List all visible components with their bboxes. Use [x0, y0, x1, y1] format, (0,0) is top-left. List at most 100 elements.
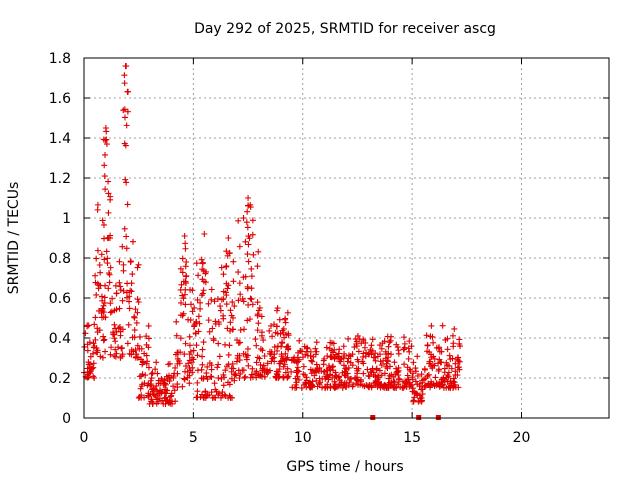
data-point — [395, 381, 402, 388]
data-point — [182, 363, 189, 370]
data-point — [406, 338, 413, 345]
data-point — [252, 336, 259, 343]
data-point — [248, 296, 255, 303]
data-point — [456, 366, 463, 373]
data-point — [194, 352, 201, 359]
data-point — [181, 375, 188, 382]
data-point — [240, 367, 247, 374]
data-point — [255, 320, 262, 327]
data-point — [104, 255, 111, 262]
data-point — [336, 381, 343, 388]
data-point — [393, 341, 400, 348]
data-point — [106, 271, 113, 278]
data-point — [418, 371, 425, 378]
data-point — [326, 372, 333, 379]
data-point — [93, 255, 100, 262]
data-point — [199, 361, 206, 368]
data-point — [421, 384, 428, 391]
data-point — [229, 360, 236, 367]
data-point — [204, 363, 211, 370]
data-point — [378, 345, 385, 352]
data-point — [421, 376, 428, 383]
data-point — [174, 381, 181, 388]
data-point — [105, 209, 112, 216]
data-point — [132, 306, 139, 313]
data-point — [102, 348, 109, 355]
data-point — [382, 348, 389, 355]
data-point — [332, 383, 339, 390]
data-point — [228, 365, 235, 372]
data-point — [235, 340, 242, 347]
data-point — [372, 379, 379, 386]
data-point — [431, 362, 438, 369]
data-point — [107, 309, 114, 316]
data-point — [126, 305, 133, 312]
data-point — [450, 383, 457, 390]
data-point — [390, 384, 397, 391]
data-point — [231, 303, 238, 310]
y-tick-label: 0 — [62, 411, 71, 427]
data-point — [254, 327, 261, 334]
data-point — [403, 379, 410, 386]
data-point — [99, 314, 105, 321]
data-point — [174, 370, 181, 377]
data-point — [178, 299, 185, 306]
data-point — [94, 329, 101, 336]
data-point — [129, 271, 136, 278]
data-point — [369, 347, 376, 354]
data-point — [197, 305, 204, 312]
data-point — [182, 240, 189, 247]
data-point — [410, 397, 417, 404]
data-point — [202, 388, 209, 395]
data-point — [100, 302, 107, 309]
data-point — [406, 348, 413, 355]
data-point — [383, 384, 390, 391]
data-point — [390, 378, 397, 385]
data-point — [202, 279, 209, 286]
data-point — [285, 373, 292, 380]
data-point — [107, 351, 114, 358]
data-point — [220, 271, 227, 278]
data-point — [200, 287, 207, 294]
data-point — [223, 301, 230, 308]
data-point — [141, 350, 148, 357]
data-point — [180, 310, 187, 317]
data-point — [207, 373, 214, 380]
data-point — [450, 340, 457, 347]
data-point — [107, 196, 114, 203]
data-point — [273, 307, 280, 314]
data-point — [187, 286, 194, 293]
peak-point — [102, 125, 109, 131]
y-tick-label: 1 — [62, 211, 71, 227]
data-point — [216, 390, 223, 397]
data-point — [404, 372, 411, 379]
data-point — [127, 258, 134, 265]
data-point — [157, 380, 164, 387]
data-point — [177, 349, 184, 356]
data-point — [111, 331, 118, 338]
data-point — [365, 351, 372, 358]
data-point — [404, 364, 411, 371]
data-point — [240, 274, 247, 281]
data-point — [105, 178, 112, 185]
y-tick-label: 1.2 — [49, 171, 71, 187]
data-point — [215, 361, 222, 368]
data-point — [345, 382, 352, 389]
data-point — [314, 366, 321, 373]
data-point — [321, 355, 328, 362]
data-point — [340, 382, 347, 389]
data-point — [182, 368, 189, 375]
data-point — [328, 339, 335, 346]
data-point — [134, 309, 141, 316]
data-point — [106, 279, 113, 286]
data-point — [90, 360, 97, 367]
data-point — [288, 368, 295, 375]
data-point — [177, 265, 184, 272]
data-point — [166, 397, 173, 404]
data-point — [85, 322, 92, 329]
data-point — [326, 345, 333, 352]
data-point — [349, 362, 356, 369]
data-point — [199, 276, 206, 283]
data-point — [249, 231, 256, 238]
data-point — [120, 261, 127, 268]
